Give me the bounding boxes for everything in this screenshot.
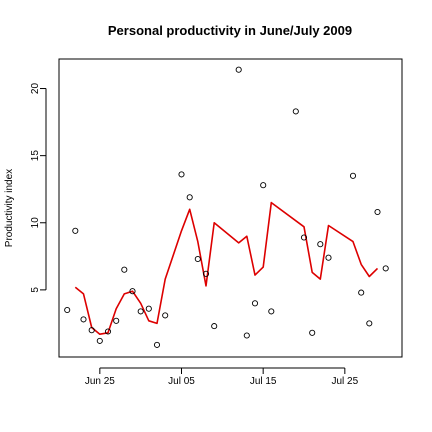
y-tick-label: 10: [30, 217, 41, 229]
data-point: [300, 234, 308, 241]
data-point: [358, 289, 365, 296]
x-axis: Jun 25 Jul 05 Jul 15 Jul 25: [85, 367, 359, 387]
points-layer: [64, 66, 389, 348]
data-point: [162, 312, 169, 319]
data-point: [251, 300, 259, 307]
data-point: [194, 255, 201, 263]
data-point: [145, 305, 152, 312]
y-tick-label: 5: [30, 287, 41, 293]
data-point: [64, 306, 71, 314]
y-tick-label: 20: [30, 83, 41, 95]
data-point: [96, 337, 103, 344]
data-point: [88, 327, 95, 334]
data-point: [80, 316, 87, 323]
smooth-line-layer: [74, 201, 379, 336]
data-point: [349, 172, 357, 179]
data-point: [113, 317, 120, 324]
y-axis-label: Productivity index: [4, 169, 15, 247]
y-tick-label: 15: [30, 150, 41, 162]
x-tick-label: Jun 25: [85, 376, 115, 387]
data-point: [268, 308, 275, 315]
data-point: [366, 320, 373, 327]
data-point: [243, 332, 250, 339]
plot-frame: [58, 58, 403, 358]
data-point: [153, 341, 161, 348]
data-point: [211, 323, 218, 330]
data-point: [104, 328, 112, 335]
chart-title: Personal productivity in June/July 2009: [108, 23, 352, 38]
x-tick-label: Jul 15: [250, 376, 277, 387]
data-point: [186, 194, 193, 201]
data-point: [260, 182, 267, 189]
data-point: [309, 329, 316, 336]
data-point: [129, 288, 136, 295]
x-tick-label: Jul 05: [168, 376, 195, 387]
y-axis: 5 10 15 20: [30, 83, 47, 293]
data-point: [72, 227, 79, 234]
data-point: [374, 208, 381, 216]
data-point: [382, 265, 389, 272]
data-point: [137, 308, 144, 315]
data-point: [317, 241, 324, 248]
data-point: [178, 171, 185, 178]
data-point: [292, 108, 299, 115]
x-tick-label: Jul 25: [331, 376, 358, 387]
smooth-line: [74, 201, 379, 336]
data-point: [325, 254, 332, 261]
data-point: [121, 266, 128, 273]
data-point: [235, 66, 242, 73]
data-point: [202, 270, 210, 277]
